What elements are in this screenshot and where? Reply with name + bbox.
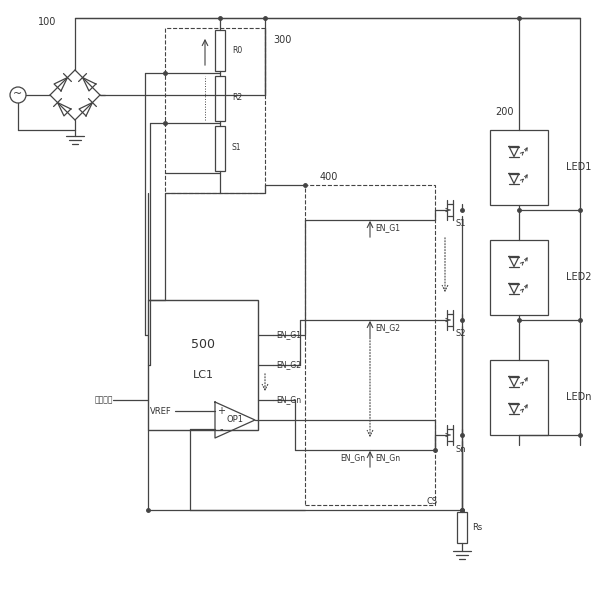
- Text: 400: 400: [320, 172, 339, 182]
- Text: LEDn: LEDn: [566, 392, 592, 403]
- Text: VREF: VREF: [150, 407, 172, 415]
- Text: LED1: LED1: [566, 163, 592, 173]
- Bar: [490, 130, 548, 205]
- Text: EN_G1: EN_G1: [276, 331, 301, 340]
- Bar: [490, 360, 548, 435]
- Text: 阈値电压: 阈値电压: [94, 395, 113, 404]
- Text: OP1: OP1: [227, 415, 243, 425]
- Text: 100: 100: [38, 17, 57, 27]
- Text: S1: S1: [455, 220, 466, 229]
- Bar: [457, 512, 467, 543]
- Text: Rs: Rs: [472, 523, 482, 533]
- Text: 300: 300: [273, 35, 291, 45]
- Text: EN_G2: EN_G2: [375, 323, 400, 332]
- Text: ~: ~: [13, 89, 22, 99]
- Bar: [148, 300, 258, 430]
- Bar: [215, 30, 225, 71]
- Bar: [305, 185, 435, 505]
- Text: R0: R0: [232, 46, 242, 55]
- Bar: [165, 28, 265, 193]
- Text: EN_G2: EN_G2: [276, 361, 301, 370]
- Bar: [215, 125, 225, 170]
- Bar: [215, 76, 225, 121]
- Text: EN_Gn: EN_Gn: [340, 454, 365, 463]
- Text: +: +: [217, 406, 225, 416]
- Bar: [490, 240, 548, 315]
- Text: R2: R2: [232, 94, 242, 103]
- Text: 500: 500: [191, 338, 215, 352]
- Text: S1: S1: [232, 143, 241, 152]
- Text: Sn: Sn: [455, 445, 466, 454]
- Text: LC1: LC1: [193, 370, 213, 380]
- Text: S2: S2: [455, 329, 466, 338]
- Text: CS: CS: [426, 497, 438, 506]
- Text: EN_G1: EN_G1: [375, 223, 400, 232]
- Text: -: -: [219, 424, 223, 434]
- Text: LED2: LED2: [566, 272, 592, 283]
- Text: EN_Gn: EN_Gn: [276, 395, 301, 404]
- Text: 200: 200: [495, 107, 514, 117]
- Text: EN_Gn: EN_Gn: [375, 454, 400, 463]
